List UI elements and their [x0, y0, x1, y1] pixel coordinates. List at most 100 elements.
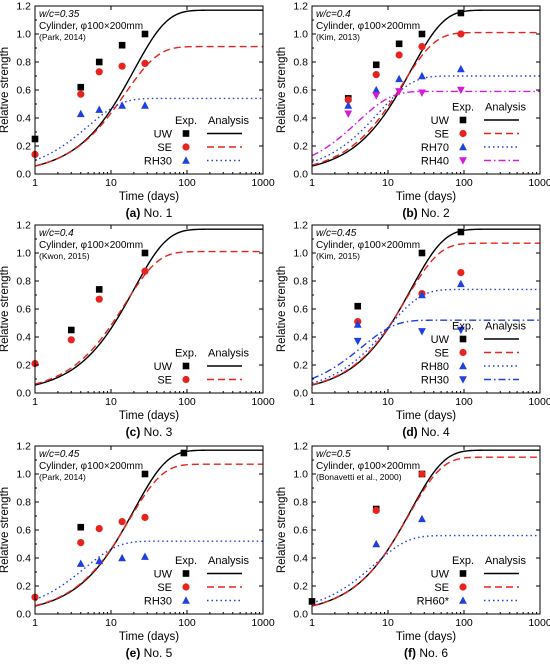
analysis-line-se — [312, 242, 540, 386]
legend-marker-se — [459, 129, 467, 138]
data-point-se — [118, 62, 126, 70]
panel-caption-label: (c) — [126, 425, 141, 439]
legend-marker-rh30 — [182, 596, 190, 604]
annotation-specimen: Cylinder, φ100×200mm — [316, 21, 420, 32]
analysis-curves — [312, 228, 540, 386]
x-tick-label: 1000 — [251, 396, 275, 408]
x-tick-label: 1 — [309, 177, 315, 189]
x-tick-label: 1 — [32, 396, 38, 408]
data-point-rh70 — [372, 85, 381, 94]
y-tick-label: 0.2 — [16, 141, 31, 153]
y-tick-label: 1.0 — [16, 248, 31, 260]
data-point-se — [95, 295, 103, 303]
y-tick-label: 0.4 — [293, 332, 308, 344]
panel-caption: (b) No. 2 — [402, 206, 450, 220]
x-tick-label: 10 — [105, 617, 117, 629]
data-point-uw — [372, 61, 380, 69]
x-tick-label: 1 — [309, 617, 315, 629]
x-axis-title: Time (days) — [396, 631, 456, 643]
y-tick-label: 0.2 — [16, 360, 31, 372]
data-point-rh80 — [456, 279, 465, 288]
annotation-specimen: Cylinder, φ100×200mm — [39, 21, 143, 32]
y-axis-title: Relative strength — [276, 266, 288, 352]
legend-label-rh60-star: RH60* — [417, 596, 450, 608]
y-tick-label: 0.2 — [293, 360, 308, 372]
panel-caption-text: No. 3 — [140, 425, 172, 439]
y-tick-label: 0.0 — [293, 169, 308, 181]
x-tick-label: 1000 — [528, 617, 550, 629]
annotation-wc: w/c=0.35 — [39, 9, 80, 20]
data-point-uw — [77, 523, 85, 531]
data-point-rh40 — [372, 92, 381, 100]
legend-marker-rh40 — [459, 157, 467, 165]
x-tick-label: 100 — [178, 177, 196, 189]
y-axis-title: Relative strength — [276, 487, 288, 573]
chart-panel-5: 0.0 0.2 0.4 0.6 0.8 1.0 1.2 1 10 100 1000 Time (day… — [0, 441, 275, 661]
legend-marker-se — [182, 143, 190, 151]
legend-label-rh40: RH40 — [421, 156, 449, 168]
x-tick-label: 10 — [382, 177, 394, 189]
data-point-se — [457, 30, 465, 38]
legend-marker-uw — [182, 130, 190, 137]
y-tick-label: 1.2 — [16, 220, 31, 232]
analysis-line-uw — [312, 228, 540, 386]
data-point-se — [141, 59, 149, 67]
panel-caption-text: No. 5 — [140, 646, 172, 660]
x-tick-label: 10 — [105, 177, 117, 189]
data-point-uw — [67, 326, 75, 334]
data-point-se — [141, 267, 149, 275]
data-point-rh40 — [418, 89, 426, 97]
data-point-se — [95, 525, 103, 533]
data-point-uw — [141, 470, 149, 478]
data-point-rh70 — [418, 71, 426, 80]
legend-label-uw: UW — [154, 361, 173, 373]
legend-marker-uw — [459, 116, 467, 124]
y-tick-label: 0.4 — [16, 553, 31, 565]
y-tick-label: 1.2 — [16, 441, 31, 453]
y-axis-title: Relative strength — [0, 47, 11, 133]
data-point-rh30 — [118, 553, 127, 562]
data-point-rh30 — [456, 326, 465, 335]
y-tick-label: 1.2 — [293, 220, 308, 232]
y-tick-label: 0.8 — [16, 57, 31, 69]
data-point-se — [395, 51, 403, 59]
analysis-line-se — [35, 463, 263, 607]
legend-marker-rh70 — [459, 142, 467, 151]
y-tick-label: 0.2 — [293, 141, 308, 153]
x-tick-label: 100 — [178, 396, 196, 408]
y-tick-label: 0.6 — [293, 85, 308, 97]
panel-caption: (e) No. 5 — [126, 646, 173, 660]
x-tick-label: 1 — [32, 617, 38, 629]
y-tick-label: 0.4 — [293, 113, 308, 125]
y-tick-label: 0.8 — [16, 276, 31, 288]
analysis-line-uw — [35, 228, 263, 386]
data-point-uw — [180, 449, 188, 457]
legend-marker-se — [459, 583, 467, 591]
analysis-curves — [312, 449, 540, 607]
panel-caption-label: (a) — [126, 206, 141, 220]
data-point-rh30 — [76, 559, 85, 567]
y-axis-title: Relative strength — [0, 487, 11, 573]
analysis-line-rh30 — [35, 540, 263, 601]
y-tick-label: 0.8 — [293, 57, 308, 69]
x-axis-title: Time (days) — [396, 410, 456, 422]
chart-panel-6: 0.0 0.2 0.4 0.6 0.8 1.0 1.2 1 10 100 1000 Time (day… — [276, 441, 550, 661]
y-tick-label: 0.6 — [16, 85, 31, 97]
y-tick-label: 0.6 — [293, 304, 308, 316]
data-point-rh30 — [418, 328, 426, 336]
panel-caption: (a) No. 1 — [126, 206, 173, 220]
data-point-se — [118, 518, 126, 526]
legend-label-uw: UW — [431, 115, 450, 127]
data-point-rh30 — [95, 556, 104, 565]
y-tick-label: 1.0 — [16, 469, 31, 481]
analysis-line-rh40 — [312, 90, 540, 157]
y-tick-label: 0.0 — [293, 388, 308, 400]
legend-label-se: SE — [434, 582, 449, 594]
data-point-uw — [418, 249, 426, 257]
analysis-line-se — [35, 250, 263, 385]
panel-caption-label: (f) — [404, 646, 416, 660]
data-point-rh70 — [344, 101, 353, 109]
x-tick-label: 10 — [382, 617, 394, 629]
data-point-uw — [457, 228, 465, 236]
